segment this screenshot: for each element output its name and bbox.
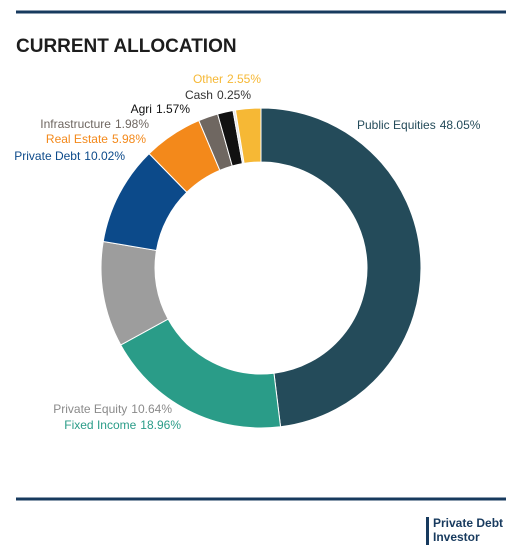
data-label: Public Equities 48.05% [357,118,481,132]
category-label: Infrastructure [40,117,111,131]
data-label: Infrastructure 1.98% [40,117,149,131]
category-label: Real Estate [46,132,108,146]
data-label: Agri 1.57% [131,102,191,116]
category-label: Private Debt [14,149,81,163]
chart-title: CURRENT ALLOCATION [16,36,237,57]
value-label: 10.64% [131,402,172,416]
value-label: 0.25% [217,88,251,102]
data-label: Fixed Income 18.96% [64,418,181,432]
data-label: Cash 0.25% [185,88,251,102]
data-label: Private Equity 10.64% [53,402,172,416]
data-label: Other 2.55% [193,72,261,86]
value-label: 1.57% [156,102,190,116]
value-label: 48.05% [440,118,481,132]
category-label: Other [193,72,223,86]
value-label: 1.98% [115,117,149,131]
value-label: 10.02% [84,149,125,163]
category-label: Public Equities [357,118,436,132]
category-label: Private Equity [53,402,127,416]
data-label: Real Estate 5.98% [46,132,146,146]
logo-text: Investor [433,530,480,544]
logo-bar [426,517,429,545]
category-label: Cash [185,88,213,102]
value-label: 5.98% [112,132,146,146]
category-label: Agri [131,102,152,116]
donut-segment [234,107,262,164]
value-label: 18.96% [140,418,181,432]
value-label: 2.55% [227,72,261,86]
donut-segment [260,107,422,428]
data-label: Private Debt 10.02% [14,149,125,163]
category-label: Fixed Income [64,418,136,432]
logo-text: Private Debt [433,516,503,530]
